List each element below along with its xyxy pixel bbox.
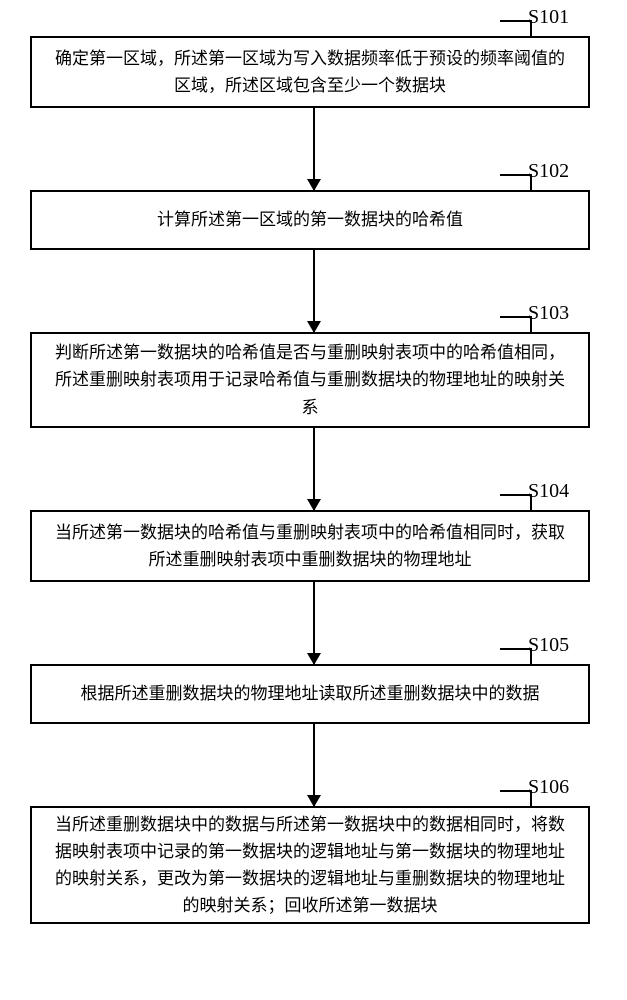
- flow-arrow: [313, 582, 315, 664]
- node-label-s105: S105: [528, 634, 569, 657]
- node-text: 根据所述重删数据块的物理地址读取所述重删数据块中的数据: [81, 680, 540, 707]
- node-text: 确定第一区域，所述第一区域为写入数据频率低于预设的频率阈值的区域，所述区域包含至…: [50, 45, 570, 99]
- flow-arrow: [313, 108, 315, 190]
- node-text: 当所述第一数据块的哈希值与重删映射表项中的哈希值相同时，获取所述重删映射表项中重…: [50, 519, 570, 573]
- node-text: 判断所述第一数据块的哈希值是否与重删映射表项中的哈希值相同，所述重删映射表项用于…: [50, 339, 570, 421]
- flow-node-s101: 确定第一区域，所述第一区域为写入数据频率低于预设的频率阈值的区域，所述区域包含至…: [30, 36, 590, 108]
- flow-node-s106: 当所述重删数据块中的数据与所述第一数据块中的数据相同时，将数据映射表项中记录的第…: [30, 806, 590, 924]
- node-text: 当所述重删数据块中的数据与所述第一数据块中的数据相同时，将数据映射表项中记录的第…: [50, 811, 570, 920]
- flow-node-s104: 当所述第一数据块的哈希值与重删映射表项中的哈希值相同时，获取所述重删映射表项中重…: [30, 510, 590, 582]
- flowchart-container: 确定第一区域，所述第一区域为写入数据频率低于预设的频率阈值的区域，所述区域包含至…: [0, 0, 627, 1000]
- node-label-s106: S106: [528, 776, 569, 799]
- node-text: 计算所述第一区域的第一数据块的哈希值: [157, 206, 463, 233]
- node-label-s103: S103: [528, 302, 569, 325]
- node-label-s104: S104: [528, 480, 569, 503]
- flow-arrow: [313, 724, 315, 806]
- flow-arrow: [313, 250, 315, 332]
- flow-node-s103: 判断所述第一数据块的哈希值是否与重删映射表项中的哈希值相同，所述重删映射表项用于…: [30, 332, 590, 428]
- node-label-s102: S102: [528, 160, 569, 183]
- node-label-s101: S101: [528, 6, 569, 29]
- flow-node-s102: 计算所述第一区域的第一数据块的哈希值: [30, 190, 590, 250]
- flow-arrow: [313, 428, 315, 510]
- flow-node-s105: 根据所述重删数据块的物理地址读取所述重删数据块中的数据: [30, 664, 590, 724]
